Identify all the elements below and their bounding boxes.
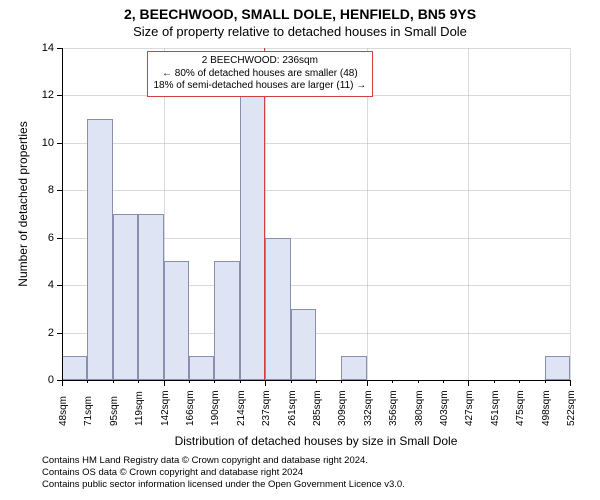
title-sub: Size of property relative to detached ho… — [0, 24, 600, 39]
y-tick-label: 0 — [34, 374, 54, 386]
footnote: Contains public sector information licen… — [42, 479, 405, 491]
y-tick-label: 12 — [34, 89, 54, 101]
x-axis-label: Distribution of detached houses by size … — [62, 434, 570, 448]
x-tick-label: 475sqm — [515, 390, 526, 426]
y-axis-label: Number of detached properties — [16, 104, 30, 304]
x-tick-label: 380sqm — [414, 390, 425, 426]
histogram-bar — [138, 214, 163, 380]
x-tick-label: 309sqm — [337, 390, 348, 426]
property-marker-line — [264, 48, 265, 380]
footnote: Contains HM Land Registry data © Crown c… — [42, 455, 368, 467]
x-axis-line — [62, 380, 570, 381]
footnote: Contains OS data © Crown copyright and d… — [42, 467, 303, 479]
histogram-bar — [62, 356, 87, 380]
x-tick-label: 451sqm — [490, 390, 501, 426]
y-tick-label: 4 — [34, 279, 54, 291]
x-tick-label: 237sqm — [261, 390, 272, 426]
annotation-line: 18% of semi-detached houses are larger (… — [154, 80, 367, 93]
gridline-horizontal — [62, 190, 570, 191]
y-tick-label: 2 — [34, 327, 54, 339]
x-tick-label: 332sqm — [363, 390, 374, 426]
x-tick-label: 48sqm — [58, 396, 69, 426]
x-tick-label: 522sqm — [566, 390, 577, 426]
x-tick-label: 356sqm — [388, 390, 399, 426]
y-tick-label: 6 — [34, 232, 54, 244]
x-tick-label: 190sqm — [210, 390, 221, 426]
histogram-bar — [545, 356, 570, 380]
y-tick-label: 14 — [34, 42, 54, 54]
plot-area — [62, 48, 570, 380]
x-tick-label: 95sqm — [109, 396, 120, 426]
histogram-bar — [113, 214, 138, 380]
x-tick-label: 166sqm — [185, 390, 196, 426]
y-axis-line — [62, 48, 63, 380]
y-tick-label: 8 — [34, 184, 54, 196]
annotation-line: 2 BEECHWOOD: 236sqm — [154, 55, 367, 68]
x-tick-label: 71sqm — [83, 396, 94, 426]
gridline-horizontal — [62, 48, 570, 49]
x-tick-label: 427sqm — [464, 390, 475, 426]
title-main: 2, BEECHWOOD, SMALL DOLE, HENFIELD, BN5 … — [0, 6, 600, 22]
histogram-bar — [341, 356, 366, 380]
histogram-bar — [240, 95, 265, 380]
x-tick-label: 498sqm — [541, 390, 552, 426]
y-tick-label: 10 — [34, 137, 54, 149]
histogram-bar — [164, 261, 189, 380]
x-tick-mark — [570, 380, 571, 386]
histogram-bar — [87, 119, 112, 380]
annotation-box: 2 BEECHWOOD: 236sqm← 80% of detached hou… — [147, 51, 374, 97]
gridline-horizontal — [62, 143, 570, 144]
gridline-vertical — [367, 48, 368, 380]
histogram-bar — [214, 261, 239, 380]
x-tick-label: 214sqm — [236, 390, 247, 426]
x-tick-label: 285sqm — [312, 390, 323, 426]
histogram-bar — [265, 238, 290, 380]
histogram-bar — [189, 356, 214, 380]
x-tick-label: 142sqm — [160, 390, 171, 426]
x-tick-label: 119sqm — [134, 391, 145, 426]
gridline-vertical — [570, 48, 571, 380]
x-tick-label: 261sqm — [287, 390, 298, 426]
histogram-bar — [291, 309, 316, 380]
gridline-vertical — [468, 48, 469, 380]
annotation-line: ← 80% of detached houses are smaller (48… — [154, 68, 367, 81]
x-tick-label: 403sqm — [439, 390, 450, 426]
